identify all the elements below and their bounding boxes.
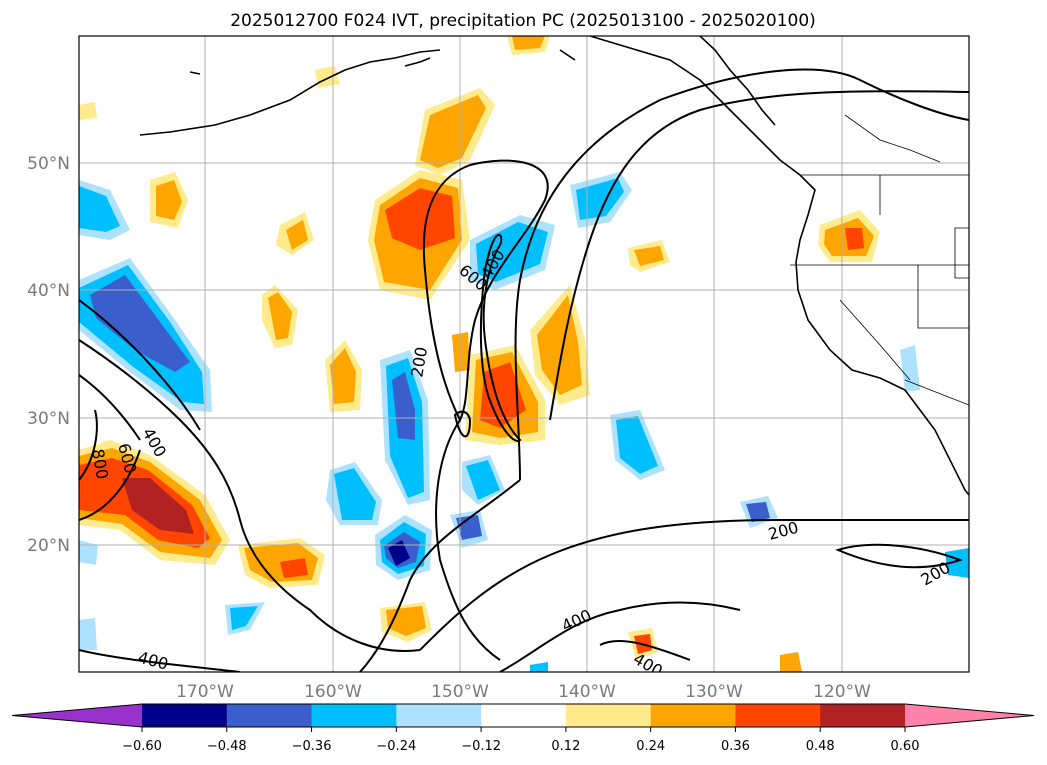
positive-anomaly-region: [512, 36, 545, 50]
colorbar-tick-label: −0.48: [207, 739, 247, 754]
positive-anomaly-region: [845, 228, 864, 250]
positive-anomaly-region: [268, 292, 292, 340]
lat-label: 50°N: [27, 154, 70, 174]
negative-anomaly-region: [79, 540, 98, 565]
colorbar-tick-label: 0.48: [806, 739, 835, 754]
colorbar-swatch: [226, 704, 313, 727]
lon-label: 170°W: [176, 682, 234, 702]
negative-anomaly-region: [334, 468, 376, 520]
negative-anomaly-region: [616, 416, 658, 474]
negative-anomaly-region: [79, 618, 97, 650]
lon-label: 140°W: [558, 682, 616, 702]
negative-anomaly-region: [530, 662, 548, 672]
coastlines: [139, 36, 969, 496]
colorbar-tick-label: −0.60: [122, 739, 162, 754]
lon-label: 160°W: [304, 682, 362, 702]
negative-anomaly-region: [392, 372, 415, 440]
positive-anomaly-region: [452, 332, 470, 372]
colorbar-swatch: [650, 704, 736, 727]
colorbar-swatch: [735, 704, 821, 727]
colorbar-swatch: [142, 704, 228, 727]
negative-anomaly-region: [945, 548, 969, 578]
positive-anomaly-region: [537, 295, 582, 395]
map-frame: [78, 35, 970, 673]
graticule: [79, 36, 969, 672]
lon-label: 120°W: [813, 682, 871, 702]
colorbar-extend-high: [905, 704, 1034, 727]
colorbar-swatch: [311, 704, 397, 727]
positive-anomaly-region: [315, 66, 340, 88]
lat-label: 40°N: [27, 281, 70, 301]
positive-anomaly-region: [280, 558, 308, 578]
lat-label: 30°N: [27, 409, 70, 429]
colorbar-tick-label: −0.12: [461, 739, 501, 754]
colorbar-tick-label: 0.12: [551, 739, 580, 754]
longitude-labels: 170°W 160°W 150°W 140°W 130°W 120°W: [176, 682, 871, 702]
positive-anomaly-region: [385, 188, 455, 250]
ivt-contours: [79, 68, 969, 672]
latitude-labels: 50°N 40°N 30°N 20°N: [27, 154, 70, 556]
colorbar-tick-label: −0.36: [292, 739, 332, 754]
map-title: 2025012700 F024 IVT, precipitation PC (2…: [230, 11, 816, 31]
colorbar: −0.60 −0.48 −0.36 −0.24 −0.12 0.12 0.24 0.36 0.4…: [11, 703, 1035, 754]
colorbar-swatch: [481, 704, 567, 727]
colorbar-swatch: [820, 704, 906, 727]
colorbar-swatch: [565, 704, 652, 727]
positive-anomaly-region: [122, 478, 194, 534]
negative-anomaly-region: [746, 502, 770, 522]
negative-anomaly-region: [456, 515, 482, 540]
positive-anomaly-region: [156, 180, 182, 220]
positive-anomaly-region: [420, 95, 486, 168]
colorbar-swatch: [396, 704, 482, 727]
positive-anomaly-region: [634, 246, 664, 266]
lon-label: 150°W: [431, 682, 489, 702]
colorbar-tick-label: 0.60: [891, 739, 920, 754]
lon-label: 130°W: [685, 682, 743, 702]
colorbar-extend-low: [12, 704, 142, 727]
political-borders: [790, 114, 969, 406]
negative-anomaly-region: [79, 186, 120, 232]
lat-label: 20°N: [27, 536, 70, 556]
precip-pc-shading: [79, 36, 969, 672]
negative-anomaly-region: [388, 540, 410, 566]
positive-anomaly-region: [330, 348, 356, 404]
colorbar-tick-label: 0.36: [721, 739, 750, 754]
map-panel: 600 400 200 800 600 400 200 200 400 400 …: [78, 35, 970, 673]
positive-anomaly-region: [79, 102, 97, 120]
colorbar-tick-label: 0.24: [636, 739, 665, 754]
negative-anomaly-region: [230, 606, 258, 630]
positive-anomaly-region: [286, 220, 308, 250]
positive-anomaly-region: [780, 652, 802, 672]
negative-anomaly-region: [466, 460, 500, 500]
colorbar-tick-label: −0.24: [376, 739, 416, 754]
negative-anomaly-region: [90, 275, 190, 372]
